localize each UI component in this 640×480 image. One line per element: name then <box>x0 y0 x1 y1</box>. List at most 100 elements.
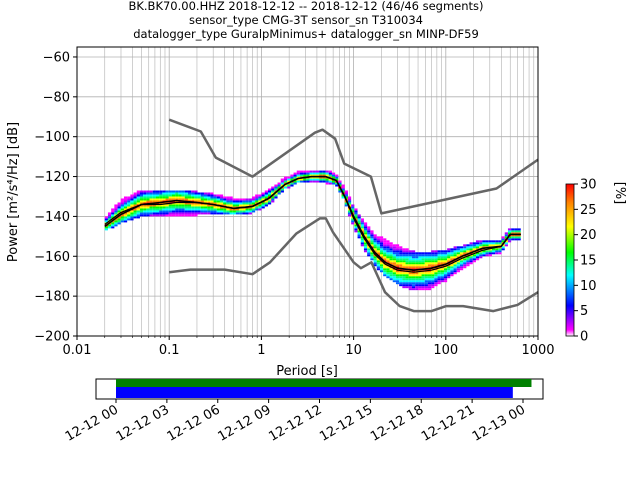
psd-cell <box>434 278 438 281</box>
psd-cell <box>136 196 140 199</box>
psd-cell <box>421 284 425 287</box>
psd-cell <box>431 258 435 261</box>
psd-cell <box>219 198 224 201</box>
psd-cell <box>379 246 384 249</box>
psd-cell <box>127 204 131 207</box>
psd-cell <box>376 246 380 249</box>
psd-cell <box>373 262 377 265</box>
psd-cell <box>357 220 361 223</box>
psd-cell <box>443 278 448 281</box>
colorbar-tick-label: 30 <box>580 178 597 193</box>
psd-cell <box>415 264 419 267</box>
psd-cell <box>165 198 169 201</box>
psd-cell <box>319 176 323 179</box>
psd-cell <box>127 200 131 203</box>
psd-cell <box>405 252 409 255</box>
psd-cell <box>175 212 179 215</box>
psd-cell <box>184 192 188 195</box>
psd-cell <box>443 268 448 271</box>
psd-cell <box>357 216 361 219</box>
psd-cell <box>437 260 441 263</box>
psd-cell <box>207 198 211 201</box>
y-tick-label: −200 <box>34 330 70 345</box>
x-tick-label: 0.01 <box>63 343 92 358</box>
psd-cell <box>152 198 156 201</box>
psd-cell <box>280 190 284 193</box>
psd-cell <box>168 206 172 209</box>
psd-cell <box>427 286 432 289</box>
psd-cell <box>133 198 137 201</box>
psd-cell <box>136 216 140 219</box>
psd-cell <box>463 266 467 269</box>
psd-cell <box>437 266 441 269</box>
psd-cell <box>130 206 134 209</box>
psd-cell <box>152 190 156 193</box>
psd-cell <box>389 258 393 261</box>
psd-cell <box>450 252 454 255</box>
psd-cell <box>178 208 182 211</box>
psd-cell <box>149 212 153 215</box>
psd-cell <box>149 198 153 201</box>
psd-cell <box>171 214 176 217</box>
psd-cell <box>354 214 358 217</box>
colorbar-tick-label: 5 <box>580 304 588 319</box>
psd-cell <box>421 288 425 291</box>
psd-cell <box>453 262 457 265</box>
psd-cell <box>207 210 211 213</box>
psd-cell <box>373 264 377 267</box>
psd-cell <box>229 212 233 215</box>
psd-cell <box>255 198 259 201</box>
psd-cell <box>437 262 441 265</box>
psd-cell <box>149 210 153 213</box>
psd-cell <box>479 244 483 247</box>
psd-cell <box>456 250 460 253</box>
psd-cell <box>290 174 294 177</box>
psd-cell <box>383 256 387 259</box>
psd-cell <box>168 196 172 199</box>
psd-cell <box>517 232 521 235</box>
psd-cell <box>123 216 128 219</box>
psd-cell <box>495 244 499 247</box>
psd-cell <box>440 254 444 257</box>
psd-cell <box>514 232 518 235</box>
psd-cell <box>155 206 160 209</box>
psd-cell <box>405 276 409 279</box>
psd-cell <box>274 184 278 187</box>
psd-cell <box>418 256 422 259</box>
psd-cell <box>408 278 412 281</box>
psd-cell <box>440 258 444 261</box>
psd-cell <box>338 188 342 191</box>
psd-cell <box>491 244 496 247</box>
psd-cell <box>479 246 483 249</box>
psd-cell <box>450 258 454 261</box>
psd-cell <box>389 256 393 259</box>
psd-cell <box>264 202 268 205</box>
psd-cell <box>143 200 147 203</box>
psd-cell <box>248 210 252 213</box>
psd-cell <box>415 270 419 273</box>
psd-cell <box>171 208 176 211</box>
psd-cell <box>165 196 169 199</box>
psd-cell <box>376 262 380 265</box>
psd-cell <box>261 192 265 195</box>
psd-cell <box>370 236 374 239</box>
psd-cell <box>184 202 188 205</box>
psd-cell <box>178 206 182 209</box>
psd-cell <box>171 206 176 209</box>
psd-cell <box>197 196 201 199</box>
psd-cell <box>191 206 195 209</box>
psd-cell <box>277 186 281 189</box>
psd-cell <box>123 196 128 199</box>
y-axis-label: Power [m²/s⁴/Hz] [dB] <box>6 122 21 262</box>
psd-cell <box>187 190 192 193</box>
psd-cell <box>216 210 220 213</box>
psd-cell <box>482 240 486 243</box>
psd-cell <box>219 196 224 199</box>
psd-cell <box>415 284 419 287</box>
psd-cell <box>197 204 201 207</box>
psd-cell <box>261 204 265 207</box>
psd-cell <box>338 182 342 185</box>
psd-cell <box>418 262 422 265</box>
psd-cell <box>376 242 380 245</box>
psd-cell <box>440 262 444 265</box>
